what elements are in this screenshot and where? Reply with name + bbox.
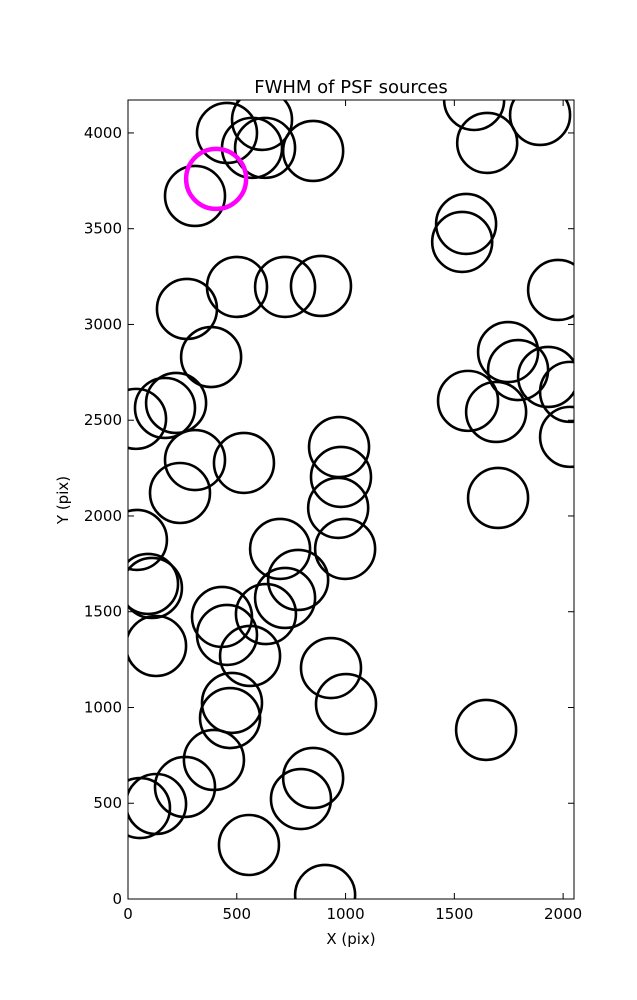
source-circle xyxy=(230,100,294,152)
source-circle xyxy=(128,556,184,620)
source-circle xyxy=(253,255,317,319)
source-circle xyxy=(217,813,281,877)
source-circle xyxy=(281,119,345,183)
chart-title: FWHM of PSF sources xyxy=(254,77,448,98)
source-circle xyxy=(128,552,180,616)
source-circle xyxy=(430,210,494,274)
y-tick-label: 2500 xyxy=(84,411,122,429)
source-circle xyxy=(200,671,264,735)
source-circle xyxy=(148,461,212,525)
source-circle xyxy=(195,603,259,667)
x-tick-label: 0 xyxy=(123,905,133,923)
source-circle xyxy=(133,376,197,440)
y-tick-label: 4000 xyxy=(84,124,122,142)
source-circle xyxy=(508,100,572,147)
y-tick-label: 1500 xyxy=(84,603,122,621)
source-circle xyxy=(516,345,574,409)
source-circle xyxy=(218,624,282,688)
source-circle xyxy=(163,164,227,228)
y-tick-label: 3000 xyxy=(84,315,122,333)
source-circle xyxy=(314,672,378,736)
x-axis-label: X (pix) xyxy=(326,930,375,948)
source-circle xyxy=(144,371,208,435)
y-tick-label: 1000 xyxy=(84,698,122,716)
y-tick-label: 2000 xyxy=(84,507,122,525)
source-circle xyxy=(128,776,172,840)
source-circle xyxy=(248,517,312,581)
source-circle xyxy=(466,466,530,530)
source-circle xyxy=(128,508,169,572)
source-circle xyxy=(183,146,249,212)
source-circle xyxy=(436,369,500,433)
source-circle xyxy=(306,476,370,540)
source-circle xyxy=(163,428,227,492)
source-circle xyxy=(266,548,330,612)
source-circle xyxy=(442,100,506,132)
source-circle xyxy=(538,360,574,424)
source-circle xyxy=(313,517,377,581)
y-tick-label: 500 xyxy=(93,794,122,812)
source-circle xyxy=(464,380,528,444)
source-circle xyxy=(281,746,345,810)
x-tick-label: 500 xyxy=(222,905,251,923)
source-circle xyxy=(153,755,217,819)
source-circle xyxy=(179,325,243,389)
axes-frame xyxy=(127,99,575,900)
plot-area xyxy=(128,100,574,899)
source-circle xyxy=(128,387,168,451)
x-tick-label: 2000 xyxy=(544,905,582,923)
x-tick-label: 1000 xyxy=(326,905,364,923)
source-circle xyxy=(234,582,298,646)
y-tick-label: 3500 xyxy=(84,220,122,238)
source-circle xyxy=(289,254,353,318)
source-circle xyxy=(253,566,317,630)
source-circle xyxy=(212,431,276,495)
y-axis-label: Y (pix) xyxy=(54,476,72,525)
source-circle xyxy=(434,192,498,256)
source-circle xyxy=(293,863,357,899)
x-tick-label: 1500 xyxy=(435,905,473,923)
source-circle xyxy=(476,320,540,384)
source-circle xyxy=(198,686,262,750)
source-circle xyxy=(269,767,333,831)
source-circle xyxy=(309,445,373,509)
source-circle xyxy=(454,698,518,762)
source-circle xyxy=(526,258,574,322)
source-circle xyxy=(299,636,363,700)
source-circle xyxy=(538,405,574,469)
source-circle xyxy=(128,614,188,678)
source-circle xyxy=(233,116,297,180)
source-circle xyxy=(455,111,519,175)
y-tick-label: 0 xyxy=(112,890,122,908)
